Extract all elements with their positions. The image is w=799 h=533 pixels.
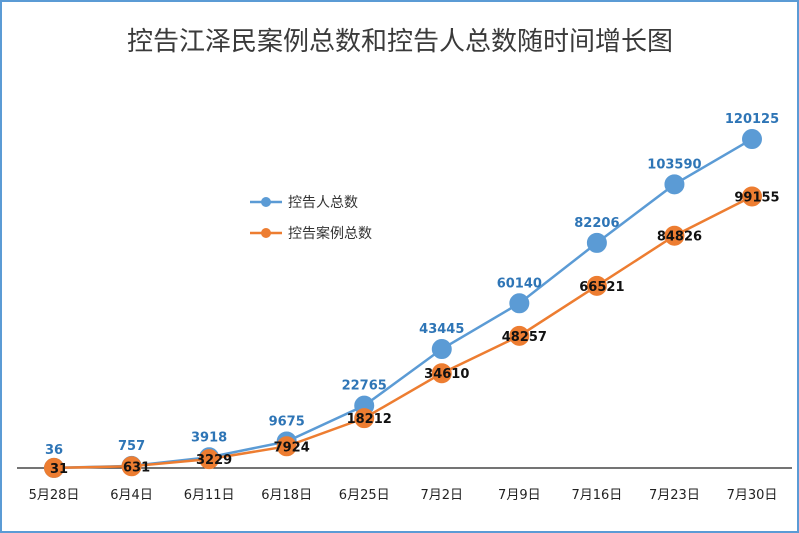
data-label: 36 — [45, 443, 63, 458]
x-tick-label: 6月11日 — [184, 488, 235, 503]
data-label: 631 — [123, 460, 150, 475]
series-layer: 36 757 3918 9675 22765 43445 60140 82206 103590 1… — [44, 112, 780, 478]
x-tick-label: 6月25日 — [339, 488, 390, 503]
data-label: 22765 — [342, 379, 387, 394]
data-labels-1: 36 757 3918 9675 22765 43445 60140 82206 103590 1… — [45, 112, 779, 458]
data-point — [276, 436, 297, 457]
data-label: 82206 — [574, 216, 619, 231]
data-label: 18212 — [347, 412, 392, 427]
chart-title: 控告江泽民案例总数和控告人总数随时间增长图 — [127, 27, 673, 57]
data-labels-2: 31 631 3229 7924 18212 34610 48257 66521 84826 99… — [50, 190, 780, 476]
series-1 — [44, 129, 762, 478]
x-tick-label: 5月28日 — [29, 488, 80, 503]
data-label: 9675 — [269, 415, 305, 430]
series-line — [53, 137, 753, 470]
data-point — [742, 129, 762, 150]
data-point — [509, 293, 530, 314]
data-label: 3229 — [196, 453, 232, 468]
data-label: 66521 — [579, 280, 624, 295]
data-label: 7924 — [274, 440, 310, 455]
data-point — [44, 457, 64, 478]
data-point — [742, 186, 762, 207]
data-point — [664, 174, 685, 195]
x-tick-label: 7月9日 — [498, 488, 541, 503]
x-tick-labels: 5月28日 6月4日 6月11日 6月18日 6月25日 7月2日 7月9日 7月16日 7月2… — [29, 488, 778, 503]
data-point — [431, 363, 452, 384]
legend-label: 控告案例总数 — [288, 225, 372, 242]
data-label: 34610 — [424, 367, 469, 382]
data-point — [431, 339, 452, 360]
data-point — [509, 325, 530, 346]
data-label: 3918 — [191, 430, 227, 445]
data-label: 103590 — [647, 157, 701, 172]
data-label: 99155 — [734, 190, 779, 205]
data-point — [664, 225, 685, 246]
legend-item: 控告案例总数 — [250, 225, 372, 242]
data-point — [121, 456, 142, 477]
series-line — [53, 195, 753, 470]
data-label: 84826 — [657, 230, 702, 245]
x-tick-label: 7月16日 — [571, 488, 622, 503]
legend-marker — [261, 228, 271, 238]
legend-marker — [261, 197, 271, 207]
data-label: 43445 — [419, 322, 464, 337]
data-point — [586, 232, 607, 253]
data-label: 48257 — [502, 330, 547, 345]
data-label: 31 — [50, 462, 68, 477]
x-tick-label: 7月2日 — [421, 488, 464, 503]
legend-label: 控告人总数 — [288, 195, 358, 211]
data-label: 757 — [118, 439, 145, 454]
x-tick-label: 7月30日 — [727, 488, 778, 503]
data-label: 60140 — [497, 276, 542, 291]
data-point — [354, 408, 375, 429]
x-tick-label: 6月4日 — [110, 488, 153, 503]
data-point — [199, 449, 220, 470]
x-tick-label: 6月18日 — [261, 488, 312, 503]
x-tick-label: 7月23日 — [649, 488, 700, 503]
series-2 — [44, 186, 762, 478]
data-point — [586, 275, 607, 296]
legend-item: 控告人总数 — [250, 195, 358, 211]
data-label: 120125 — [725, 112, 779, 127]
